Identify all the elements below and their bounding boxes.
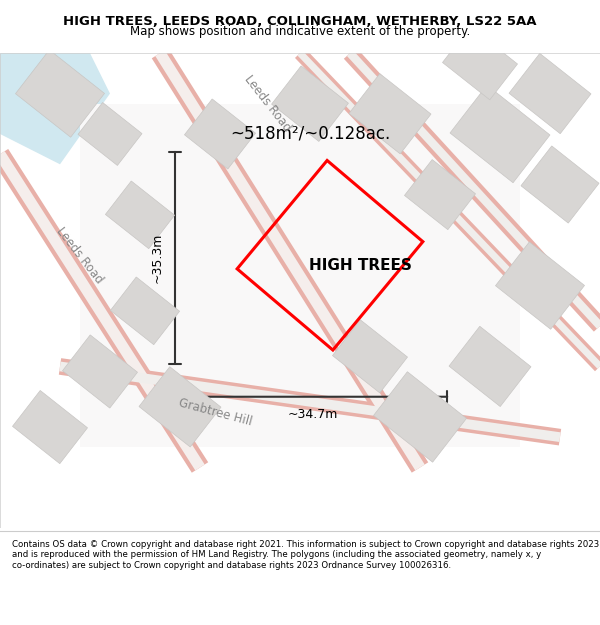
Text: ~34.7m: ~34.7m: [287, 408, 338, 421]
Polygon shape: [78, 102, 142, 166]
Polygon shape: [139, 367, 221, 447]
Polygon shape: [404, 159, 476, 229]
Text: ~518m²/~0.128ac.: ~518m²/~0.128ac.: [230, 125, 390, 143]
Polygon shape: [521, 146, 599, 223]
Text: Grabtree Hill: Grabtree Hill: [177, 396, 253, 428]
Text: Leeds Road: Leeds Road: [242, 73, 294, 134]
Polygon shape: [13, 391, 88, 464]
Polygon shape: [332, 320, 407, 393]
Text: ~35.3m: ~35.3m: [151, 232, 163, 283]
Polygon shape: [184, 99, 256, 169]
Text: Contains OS data © Crown copyright and database right 2021. This information is : Contains OS data © Crown copyright and d…: [12, 540, 599, 569]
Polygon shape: [106, 181, 175, 249]
Polygon shape: [443, 27, 517, 100]
Polygon shape: [0, 53, 110, 164]
Polygon shape: [272, 66, 349, 141]
Polygon shape: [449, 326, 531, 406]
Polygon shape: [16, 50, 104, 138]
Polygon shape: [349, 74, 431, 154]
Text: HIGH TREES, LEEDS ROAD, COLLINGHAM, WETHERBY, LS22 5AA: HIGH TREES, LEEDS ROAD, COLLINGHAM, WETH…: [63, 15, 537, 28]
Polygon shape: [509, 53, 591, 134]
Polygon shape: [374, 372, 466, 462]
Text: Leeds Road: Leeds Road: [54, 224, 106, 286]
Polygon shape: [496, 242, 584, 329]
Polygon shape: [110, 277, 179, 344]
Polygon shape: [62, 335, 137, 408]
Polygon shape: [450, 85, 550, 182]
Polygon shape: [80, 104, 520, 447]
Text: Map shows position and indicative extent of the property.: Map shows position and indicative extent…: [130, 25, 470, 38]
Text: HIGH TREES: HIGH TREES: [308, 258, 412, 273]
